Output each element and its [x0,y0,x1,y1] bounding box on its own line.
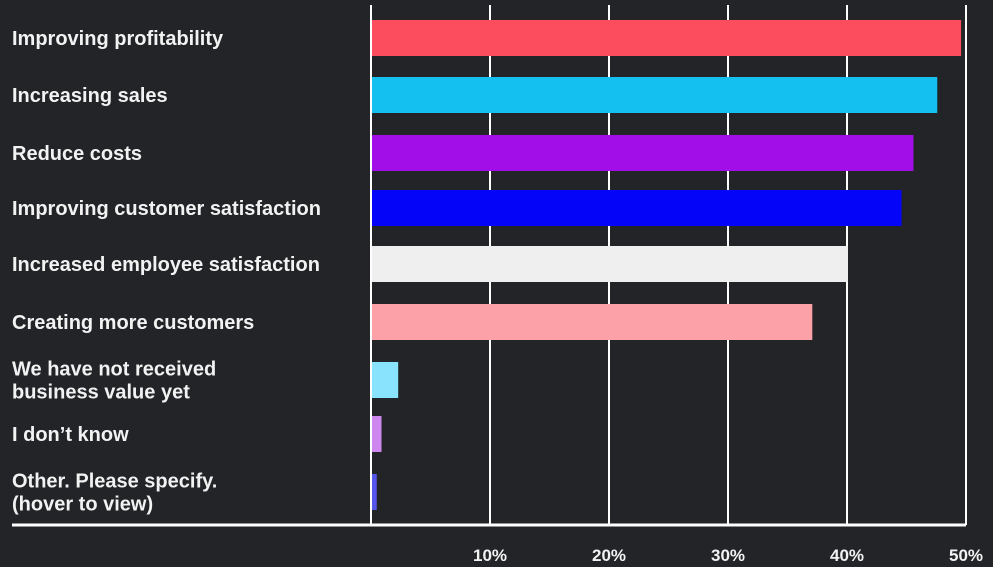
x-tick-label-2: 20% [592,546,626,565]
bar-6[interactable] [372,304,813,340]
category-label-3: Reduce costs [12,143,142,165]
category-label-2: Increasing sales [12,85,168,107]
category-label-5: Increased employee satisfaction [12,254,320,276]
axes [12,5,966,527]
x-tick-label-3: 30% [711,546,745,565]
bar-2[interactable] [372,77,938,113]
bar-3[interactable] [372,135,914,171]
bar-8[interactable] [372,416,382,452]
bar-9[interactable] [372,474,377,510]
category-label-4: Improving customer satisfaction [12,198,321,220]
bar-1[interactable] [372,20,962,56]
category-label-8: I don’t know [12,424,129,446]
category-labels: Improving profitability Increasing sales R… [12,28,321,516]
x-tick-label-4: 40% [830,546,864,565]
category-label-9: Other. Please specify. (hover to view) [12,471,217,516]
category-label-7: We have not received business value yet [12,359,216,404]
x-tick-label-5: 50% [949,546,983,565]
x-tick-labels: 10% 20% 30% 40% 50% [473,546,983,565]
bar-5[interactable] [372,246,848,282]
bars [372,20,962,510]
category-label-6: Creating more customers [12,312,254,334]
x-tick-label-1: 10% [473,546,507,565]
bar-7[interactable] [372,362,399,398]
category-label-1: Improving profitability [12,28,224,50]
bar-4[interactable] [372,190,902,226]
